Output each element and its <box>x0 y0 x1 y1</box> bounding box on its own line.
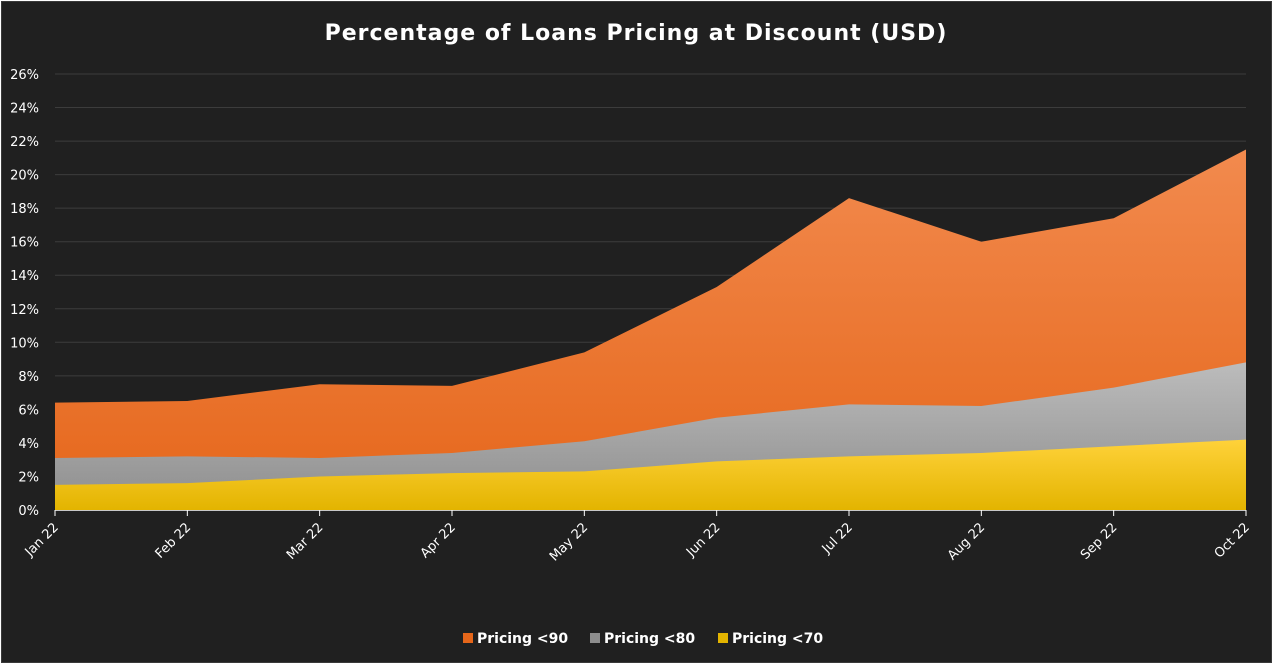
x-tick-label: Jul 22 <box>819 520 856 557</box>
x-tick-label: Feb 22 <box>153 520 195 562</box>
legend-swatch <box>590 633 600 643</box>
series-areas <box>55 149 1246 510</box>
y-tick-label: 22% <box>10 135 39 150</box>
x-tick-label: Mar 22 <box>284 520 327 563</box>
x-tick-label: Jan 22 <box>22 520 62 560</box>
legend: Pricing <90 Pricing <80 Pricing <70 <box>463 631 823 647</box>
legend-label: Pricing <80 <box>604 631 695 647</box>
x-tick-label: Aug 22 <box>945 520 988 563</box>
y-tick-label: 26% <box>10 68 39 83</box>
y-tick-label: 10% <box>10 336 39 351</box>
y-tick-label: 2% <box>18 470 39 485</box>
x-tick-label: Jun 22 <box>683 520 723 560</box>
area-pricing-70 <box>55 439 1246 510</box>
x-tick-label: Sep 22 <box>1078 520 1121 563</box>
y-tick-label: 4% <box>18 437 39 452</box>
y-tick-label: 24% <box>10 102 39 117</box>
y-tick-label: 20% <box>10 169 39 184</box>
x-axis-ticks: Jan 22 Feb 22 Mar 22 Apr 22 May 22 Jun 22 Jul … <box>22 510 1253 564</box>
legend-label: Pricing <70 <box>732 631 823 647</box>
legend-swatch <box>718 633 728 643</box>
chart-title: Percentage of Loans Pricing at Discount … <box>325 21 948 46</box>
y-tick-label: 8% <box>18 370 39 385</box>
legend-label: Pricing <90 <box>477 631 568 647</box>
x-tick-label: Apr 22 <box>418 520 459 561</box>
y-tick-label: 14% <box>10 269 39 284</box>
y-axis-ticks: 0% 2% 4% 6% 8% 10% 12% 14% 16% 18% 20% 22% 24% 26% <box>10 68 39 519</box>
y-tick-label: 12% <box>10 303 39 318</box>
y-tick-label: 16% <box>10 236 39 251</box>
y-tick-label: 18% <box>10 202 39 217</box>
x-tick-label: May 22 <box>547 520 591 564</box>
x-tick-label: Oct 22 <box>1212 520 1253 561</box>
y-tick-label: 0% <box>18 504 39 519</box>
y-tick-label: 6% <box>18 403 39 418</box>
legend-swatch <box>463 633 473 643</box>
